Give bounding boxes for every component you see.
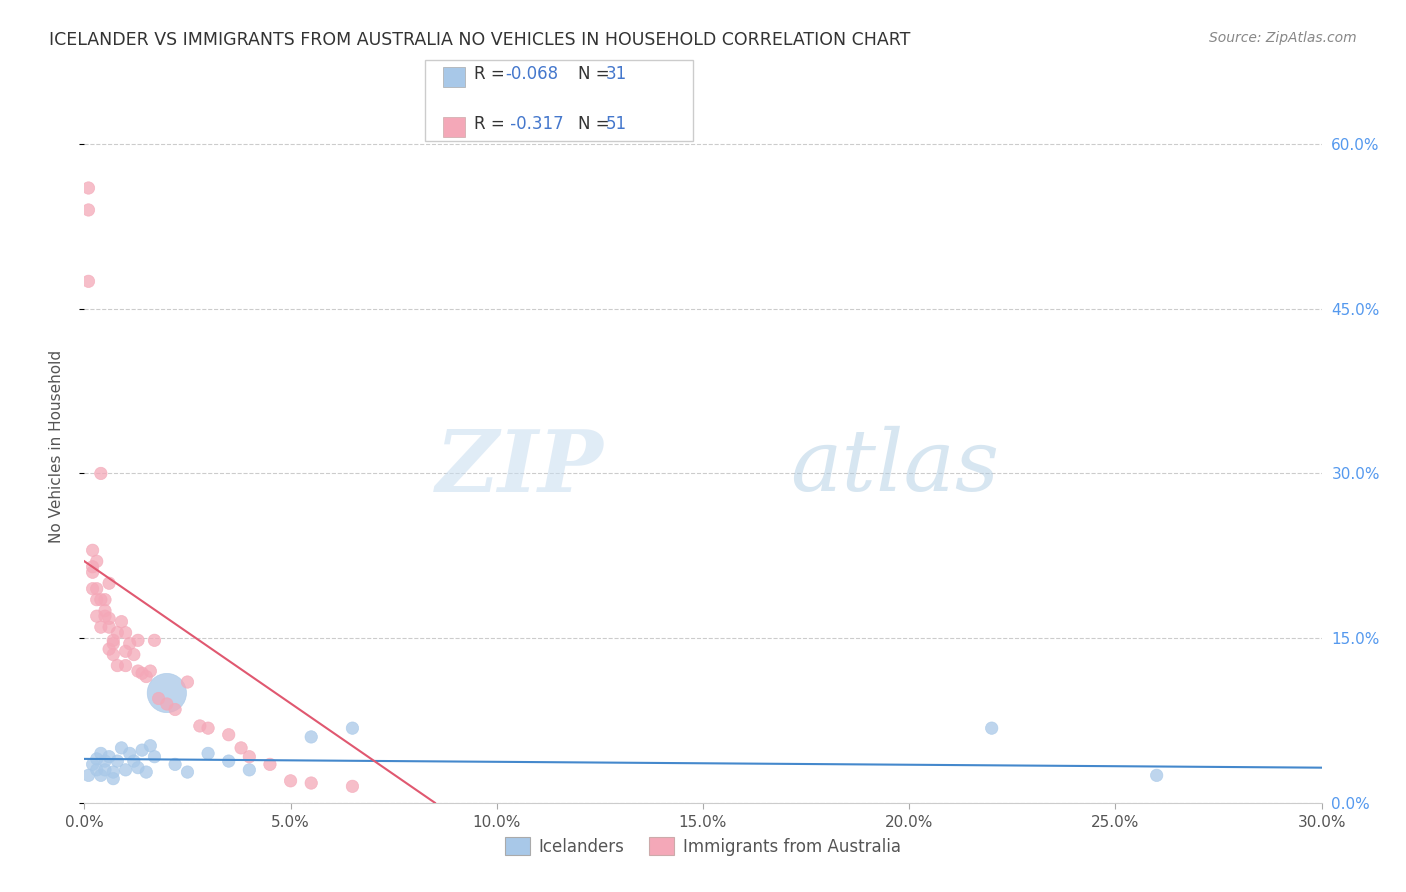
Point — [143, 633, 166, 648]
Point — [165, 702, 187, 716]
Point — [122, 648, 145, 662]
Point — [77, 181, 100, 195]
Point — [1146, 768, 1168, 782]
Point — [105, 658, 128, 673]
Point — [980, 721, 1002, 735]
Point — [103, 765, 125, 780]
Point — [103, 772, 125, 786]
Legend: Icelanders, Immigrants from Australia: Icelanders, Immigrants from Australia — [499, 830, 907, 863]
Point — [98, 576, 121, 591]
Point — [98, 642, 121, 657]
Point — [110, 740, 132, 755]
Point — [86, 763, 108, 777]
Point — [135, 765, 157, 780]
Point — [77, 202, 100, 217]
Point — [299, 730, 322, 744]
Point — [148, 691, 170, 706]
Point — [82, 566, 104, 580]
Point — [105, 754, 128, 768]
Point — [238, 749, 260, 764]
Text: R =: R = — [474, 65, 510, 83]
Point — [103, 648, 125, 662]
Point — [90, 592, 112, 607]
Point — [118, 637, 141, 651]
Text: 51: 51 — [606, 115, 627, 133]
Point — [86, 582, 108, 596]
Point — [127, 664, 149, 678]
Text: atlas: atlas — [790, 426, 998, 508]
Point — [135, 669, 157, 683]
Point — [98, 749, 121, 764]
Point — [86, 554, 108, 568]
Point — [131, 666, 153, 681]
Point — [94, 754, 117, 768]
Point — [197, 721, 219, 735]
Text: -0.317: -0.317 — [505, 115, 564, 133]
Text: -0.068: -0.068 — [505, 65, 558, 83]
Point — [118, 747, 141, 761]
Point — [218, 728, 240, 742]
Point — [229, 740, 252, 755]
Point — [86, 592, 108, 607]
Point — [82, 582, 104, 596]
Point — [139, 739, 162, 753]
Point — [139, 664, 162, 678]
Point — [188, 719, 211, 733]
Point — [77, 274, 100, 288]
Point — [259, 757, 281, 772]
Point — [90, 747, 112, 761]
Text: N =: N = — [578, 65, 614, 83]
Point — [90, 768, 112, 782]
Point — [131, 743, 153, 757]
Point — [238, 763, 260, 777]
Point — [127, 633, 149, 648]
Y-axis label: No Vehicles in Household: No Vehicles in Household — [49, 350, 63, 542]
Text: ICELANDER VS IMMIGRANTS FROM AUSTRALIA NO VEHICLES IN HOUSEHOLD CORRELATION CHAR: ICELANDER VS IMMIGRANTS FROM AUSTRALIA N… — [49, 31, 911, 49]
Point — [218, 754, 240, 768]
Point — [114, 763, 136, 777]
Point — [90, 620, 112, 634]
Point — [156, 686, 179, 700]
Point — [114, 658, 136, 673]
Text: R =: R = — [474, 115, 510, 133]
Point — [94, 763, 117, 777]
Text: Source: ZipAtlas.com: Source: ZipAtlas.com — [1209, 31, 1357, 45]
Point — [98, 611, 121, 625]
Point — [176, 675, 198, 690]
Point — [280, 773, 302, 788]
Point — [342, 780, 364, 794]
Point — [114, 644, 136, 658]
Point — [114, 625, 136, 640]
Point — [98, 620, 121, 634]
Text: 31: 31 — [606, 65, 627, 83]
Point — [103, 637, 125, 651]
Point — [82, 757, 104, 772]
Point — [86, 609, 108, 624]
Point — [86, 752, 108, 766]
Point — [94, 592, 117, 607]
Text: ZIP: ZIP — [436, 425, 605, 509]
Point — [342, 721, 364, 735]
Point — [103, 633, 125, 648]
Point — [82, 559, 104, 574]
Point — [122, 754, 145, 768]
Point — [299, 776, 322, 790]
Point — [143, 749, 166, 764]
Point — [197, 747, 219, 761]
Point — [156, 697, 179, 711]
Point — [82, 543, 104, 558]
Point — [105, 625, 128, 640]
Point — [94, 609, 117, 624]
Point — [94, 604, 117, 618]
Point — [127, 761, 149, 775]
Point — [165, 757, 187, 772]
Point — [77, 768, 100, 782]
Text: N =: N = — [578, 115, 614, 133]
Point — [176, 765, 198, 780]
Point — [90, 467, 112, 481]
Point — [110, 615, 132, 629]
